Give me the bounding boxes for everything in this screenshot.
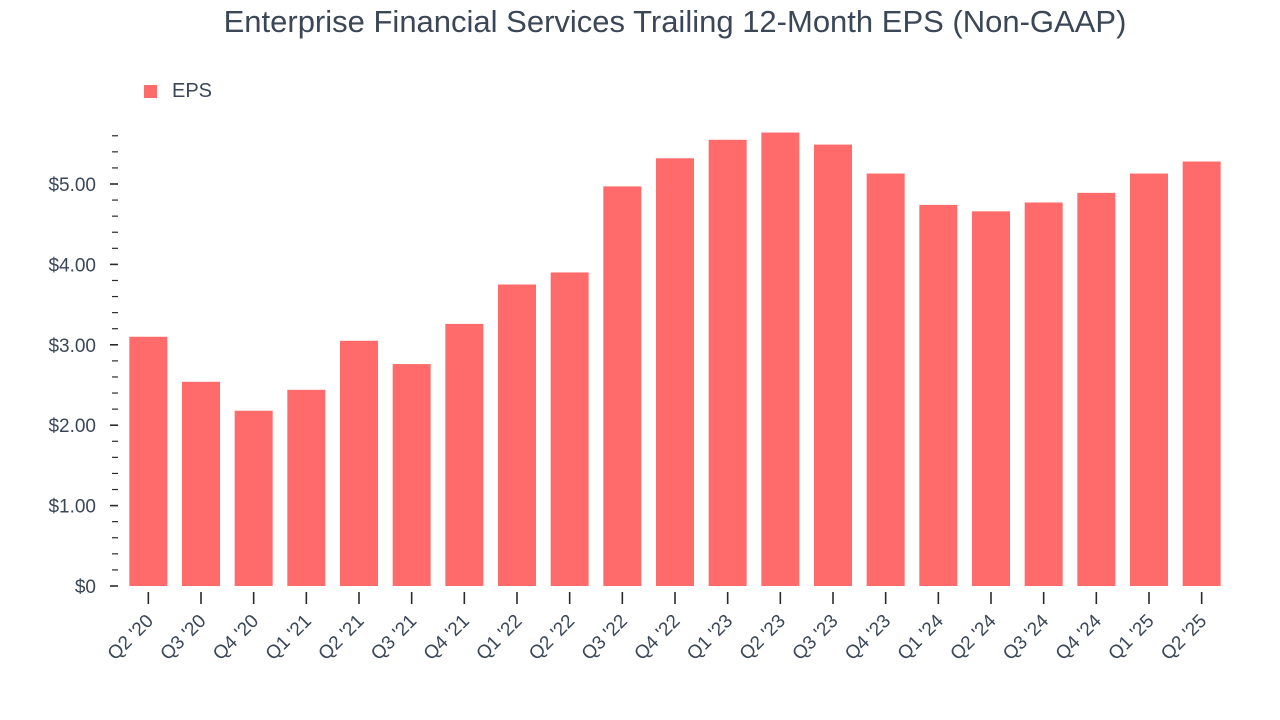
x-tick-label: Q1 '22 [473, 611, 527, 665]
x-tick-label: Q1 '21 [262, 611, 316, 665]
x-tick-label: Q1 '25 [1105, 611, 1159, 665]
bar [1024, 202, 1063, 586]
bar [234, 410, 273, 586]
bar [761, 132, 800, 586]
chart-title: Enterprise Financial Services Trailing 1… [223, 4, 1127, 39]
bar [287, 389, 326, 586]
legend: EPS [144, 80, 212, 103]
y-tick-label: $1.00 [48, 497, 96, 518]
bar [1077, 192, 1116, 586]
bar [814, 144, 852, 586]
y-tick-label: $4.00 [48, 255, 96, 276]
x-tick-label: Q3 '21 [367, 611, 421, 665]
x-tick-label: Q1 '23 [683, 611, 737, 665]
x-tick-label: Q4 '22 [631, 611, 685, 665]
y-tick-label: $2.00 [48, 416, 96, 437]
legend-swatch-eps [144, 85, 157, 98]
y-tick-label: $3.00 [48, 336, 96, 357]
bar [445, 323, 484, 586]
x-tick-label: Q3 '24 [999, 610, 1053, 664]
x-tick-label: Q2 '24 [947, 610, 1001, 664]
x-tick-label: Q4 '20 [209, 611, 263, 665]
bar [603, 186, 642, 587]
x-tick-label: Q3 '20 [157, 611, 211, 665]
x-tick-label: Q2 '25 [1157, 611, 1211, 665]
x-tick-label: Q4 '24 [1052, 610, 1106, 664]
bar [498, 284, 536, 586]
bar [182, 381, 220, 586]
bar [340, 340, 378, 586]
bar [550, 272, 589, 586]
x-tick-label: Q2 '22 [525, 611, 579, 665]
x-tick-label: Q2 '21 [315, 611, 369, 665]
x-tick-label: Q1 '24 [894, 610, 948, 664]
bar [392, 364, 431, 586]
x-tick-label: Q3 '23 [789, 611, 843, 665]
x-tick-label: Q2 '23 [736, 611, 790, 665]
y-tick-label: $0 [75, 577, 96, 598]
y-tick-label: $5.00 [48, 175, 96, 196]
x-tick-label: Q2 '20 [104, 611, 158, 665]
x-tick-label: Q3 '22 [578, 611, 632, 665]
legend-label-eps: EPS [172, 80, 213, 102]
x-tick-label: Q4 '23 [841, 611, 895, 665]
bar [1182, 161, 1221, 586]
x-tick-label: Q4 '21 [420, 611, 474, 665]
bar [129, 336, 168, 586]
bar [708, 139, 747, 586]
bar [972, 211, 1010, 586]
bar [1130, 173, 1168, 586]
bar [866, 173, 905, 586]
bar [656, 158, 694, 586]
bar [919, 204, 958, 587]
